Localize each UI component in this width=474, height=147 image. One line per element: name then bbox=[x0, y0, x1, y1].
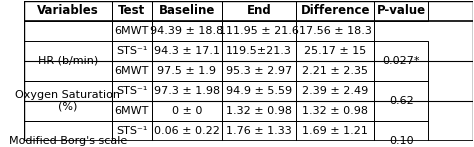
Text: 111.95 ± 21.6: 111.95 ± 21.6 bbox=[219, 26, 299, 36]
Text: 1.32 ± 0.98: 1.32 ± 0.98 bbox=[226, 106, 292, 116]
Bar bbox=[152, 1, 222, 21]
Bar bbox=[111, 61, 152, 81]
Bar bbox=[374, 121, 428, 147]
Text: STS⁻¹: STS⁻¹ bbox=[116, 46, 147, 56]
Bar bbox=[111, 41, 152, 61]
Text: Baseline: Baseline bbox=[159, 4, 215, 17]
Bar bbox=[111, 1, 152, 21]
Bar bbox=[152, 101, 222, 121]
Text: 94.9 ± 5.59: 94.9 ± 5.59 bbox=[226, 86, 292, 96]
Bar bbox=[222, 81, 296, 101]
Bar bbox=[111, 101, 152, 121]
Bar bbox=[24, 41, 111, 81]
Bar bbox=[111, 21, 152, 41]
Text: P-value: P-value bbox=[377, 4, 426, 17]
Text: 0 ± 0: 0 ± 0 bbox=[172, 106, 202, 116]
Bar bbox=[222, 101, 296, 121]
Text: STS⁻¹: STS⁻¹ bbox=[116, 126, 147, 136]
Bar bbox=[152, 41, 222, 61]
Bar bbox=[296, 101, 374, 121]
Bar bbox=[296, 1, 374, 21]
Text: Variables: Variables bbox=[37, 4, 99, 17]
Bar bbox=[24, 1, 111, 21]
Text: 1.32 ± 0.98: 1.32 ± 0.98 bbox=[302, 106, 368, 116]
Text: STS⁻¹: STS⁻¹ bbox=[116, 86, 147, 96]
Text: Oxygen Saturation
(%): Oxygen Saturation (%) bbox=[15, 90, 120, 112]
Text: Modified Borg's scale: Modified Borg's scale bbox=[9, 136, 127, 146]
Bar bbox=[296, 21, 374, 41]
Bar bbox=[222, 41, 296, 61]
Text: 119.5±21.3: 119.5±21.3 bbox=[226, 46, 292, 56]
Text: 2.39 ± 2.49: 2.39 ± 2.49 bbox=[302, 86, 368, 96]
Bar bbox=[152, 81, 222, 101]
Bar bbox=[296, 81, 374, 101]
Bar bbox=[374, 1, 428, 21]
Text: 97.3 ± 1.98: 97.3 ± 1.98 bbox=[154, 86, 220, 96]
Text: 2.21 ± 2.35: 2.21 ± 2.35 bbox=[302, 66, 368, 76]
Bar bbox=[152, 121, 222, 141]
Text: 0.62: 0.62 bbox=[389, 96, 414, 106]
Text: 0.10: 0.10 bbox=[389, 136, 414, 146]
Text: 25.17 ± 15: 25.17 ± 15 bbox=[304, 46, 366, 56]
Bar bbox=[222, 1, 296, 21]
Bar bbox=[222, 61, 296, 81]
Text: HR (b/min): HR (b/min) bbox=[38, 56, 98, 66]
Text: 94.3 ± 17.1: 94.3 ± 17.1 bbox=[154, 46, 220, 56]
Text: End: End bbox=[246, 4, 271, 17]
Text: Difference: Difference bbox=[301, 4, 370, 17]
Bar bbox=[374, 81, 428, 121]
Bar bbox=[296, 61, 374, 81]
Bar bbox=[374, 41, 428, 81]
Bar bbox=[222, 21, 296, 41]
Text: Test: Test bbox=[118, 4, 146, 17]
Bar bbox=[152, 21, 222, 41]
Text: 1.76 ± 1.33: 1.76 ± 1.33 bbox=[226, 126, 292, 136]
Text: 6MWT: 6MWT bbox=[115, 106, 149, 116]
Text: 0.027*: 0.027* bbox=[383, 56, 420, 66]
Text: 17.56 ± 18.3: 17.56 ± 18.3 bbox=[299, 26, 372, 36]
Text: 97.5 ± 1.9: 97.5 ± 1.9 bbox=[157, 66, 216, 76]
Text: 1.69 ± 1.21: 1.69 ± 1.21 bbox=[302, 126, 368, 136]
Bar bbox=[296, 121, 374, 141]
Bar bbox=[111, 121, 152, 141]
Text: 95.3 ± 2.97: 95.3 ± 2.97 bbox=[226, 66, 292, 76]
Text: 0.06 ± 0.22: 0.06 ± 0.22 bbox=[154, 126, 220, 136]
Bar bbox=[24, 121, 111, 147]
Text: 6MWT: 6MWT bbox=[115, 66, 149, 76]
Text: 6MWT: 6MWT bbox=[115, 26, 149, 36]
Bar bbox=[296, 41, 374, 61]
Bar bbox=[111, 81, 152, 101]
Bar bbox=[24, 81, 111, 121]
Bar bbox=[222, 121, 296, 141]
Bar bbox=[152, 61, 222, 81]
Text: 94.39 ± 18.8: 94.39 ± 18.8 bbox=[150, 26, 224, 36]
